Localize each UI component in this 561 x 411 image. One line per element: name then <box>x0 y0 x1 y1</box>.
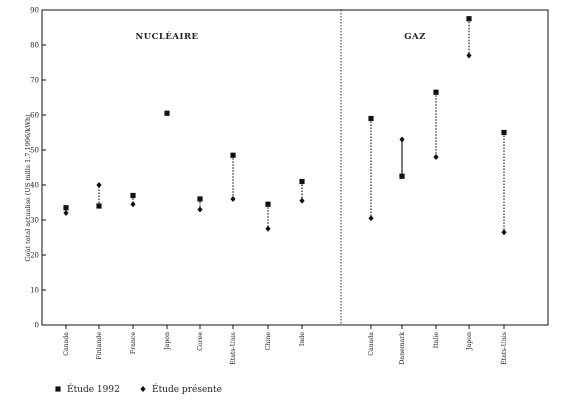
etude-presente-point <box>265 225 271 232</box>
y-axis-label: Coût total actualisé (US mills 1.7.1996/… <box>24 114 32 262</box>
data-marks <box>63 16 507 236</box>
legend-diamond-icon <box>140 386 146 392</box>
etude-1992-point <box>501 129 507 136</box>
y-tick-label: 20 <box>30 251 39 259</box>
y-tick-label: 10 <box>30 286 39 294</box>
legend-label: Étude présente <box>152 383 222 395</box>
section-titles: NUCLÉAIRE GAZ <box>135 30 425 42</box>
y-tick-label: 80 <box>30 41 39 49</box>
y-tick-label: 60 <box>30 111 39 119</box>
plot-frame <box>41 9 549 326</box>
etude-1992-point <box>265 201 271 207</box>
y-tick-label: 0 <box>35 321 39 329</box>
etude-presente-point <box>197 206 203 213</box>
etude-presente-point <box>96 182 102 188</box>
x-tick-label: Italie <box>433 332 440 349</box>
axes <box>41 9 549 326</box>
etude-presente-point <box>466 52 472 59</box>
legend-square-icon <box>55 386 61 392</box>
y-tick-label: 90 <box>30 6 39 14</box>
y-tick-label: 40 <box>30 181 39 189</box>
connectors <box>65 18 505 233</box>
etude-1992-point <box>197 196 203 202</box>
x-tick-label: États-Unis <box>500 332 508 365</box>
x-tick-label: Finlande <box>96 332 103 360</box>
etude-presente-point <box>299 197 305 204</box>
x-tick-label: Canada <box>368 332 375 356</box>
etude-1992-point <box>96 203 102 209</box>
x-tick-label: Japon <box>466 332 473 351</box>
x-tick-label: Corée <box>197 332 204 351</box>
x-tick-label: Chine <box>265 332 272 351</box>
x-tick-label: États-Unis <box>229 332 237 365</box>
etude-presente-point <box>399 136 405 143</box>
etude-presente-point <box>501 229 507 236</box>
etude-presente-point <box>63 210 69 216</box>
x-tick-label: Canada <box>63 332 70 356</box>
etude-1992-point <box>368 115 374 122</box>
y-tick-label: 70 <box>30 76 39 84</box>
y-tick-label: 30 <box>30 216 39 224</box>
etude-presente-point <box>368 215 374 222</box>
etude-presente-point <box>230 196 236 202</box>
x-labels: Canada Finlande France Japon Corée États-Unis… <box>63 325 508 365</box>
section-title: NUCLÉAIRE <box>135 30 198 42</box>
etude-1992-point <box>299 178 305 185</box>
etude-1992-point <box>399 173 405 179</box>
x-tick-label: Japon <box>164 332 171 351</box>
etude-1992-point <box>230 152 236 158</box>
legend-label: Étude 1992 <box>67 383 120 395</box>
etude-1992-point <box>130 192 136 199</box>
legend: Étude 1992 Étude présente <box>55 383 222 395</box>
y-tick-label: 50 <box>30 146 39 154</box>
x-tick-label: France <box>130 332 137 354</box>
etude-presente-point <box>130 201 136 208</box>
etude-1992-point <box>164 110 170 116</box>
section-title: GAZ <box>404 32 426 42</box>
x-tick-label: Inde <box>299 332 306 346</box>
y-ticks: 0 10 20 30 40 50 60 70 80 90 <box>30 6 46 329</box>
etude-1992-point <box>466 16 472 22</box>
etude-1992-point <box>63 205 69 211</box>
etude-presente-point <box>433 154 439 160</box>
x-tick-label: Danemark <box>399 332 406 365</box>
etude-1992-point <box>433 89 439 95</box>
